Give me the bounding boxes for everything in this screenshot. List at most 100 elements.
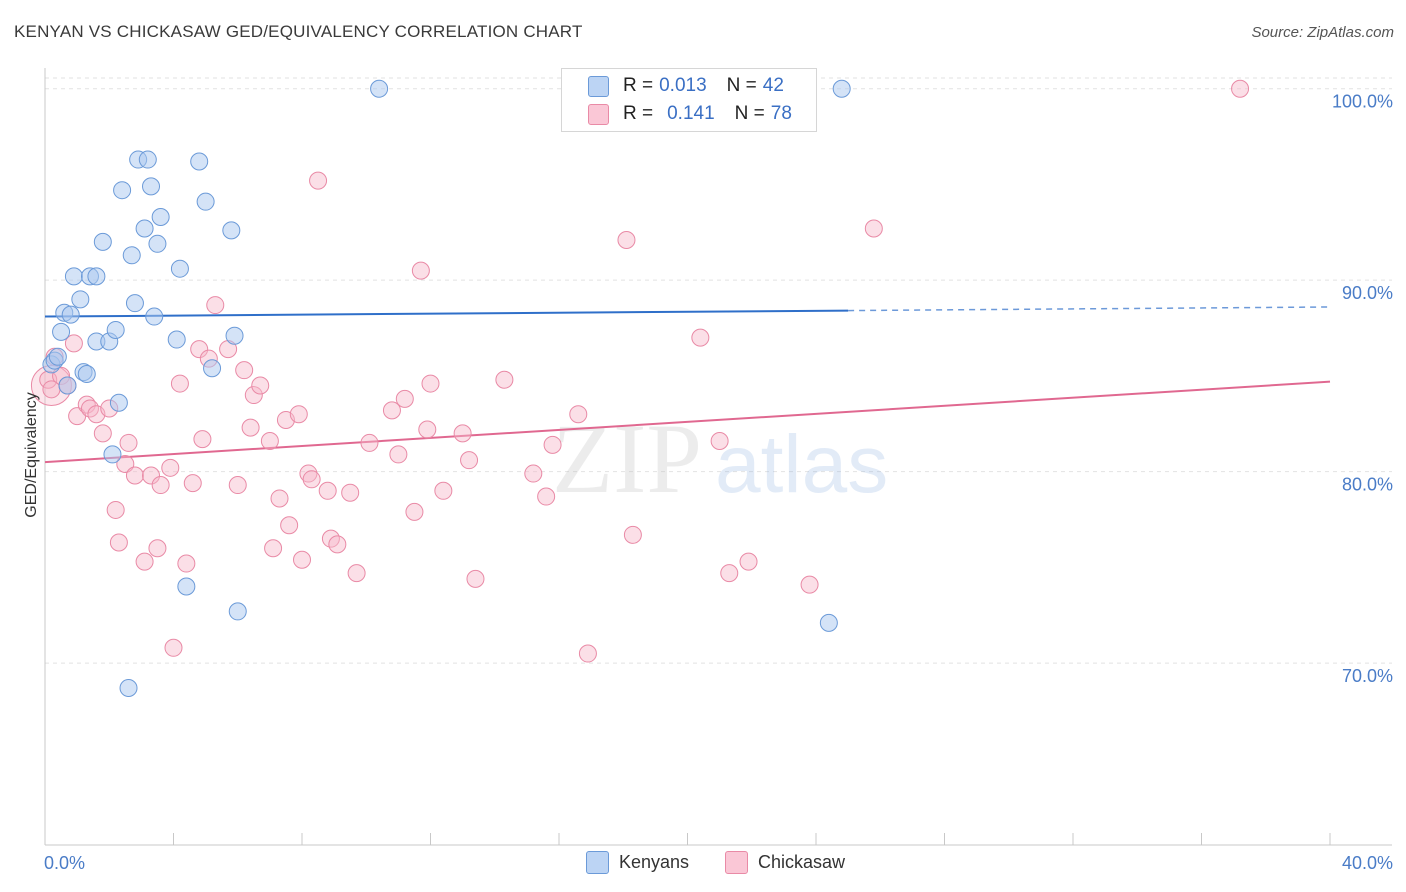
chickasaw-point [177,554,196,573]
watermark-zip: ZIP [552,403,702,514]
chickasaw-point [453,424,472,443]
chickasaw-point [569,405,588,424]
chickasaw-point [135,552,154,571]
legend-row-kenyans: R = 0.013 N = 42 [562,73,784,99]
kenyans-point [113,181,132,200]
x-tick-label: 0.0% [44,853,85,873]
y-tick-label: 90.0% [1342,283,1393,303]
chickasaw-point [318,481,337,500]
chickasaw-point [466,569,485,588]
kenyans-point [48,347,67,366]
kenyans-point [151,208,170,226]
kenyans-point [87,267,106,286]
axes [44,68,1392,846]
kenyans-point [122,246,141,265]
kenyans-point [77,365,96,383]
y-tick-label: 80.0% [1342,475,1393,495]
chickasaw-point [460,451,479,470]
chickasaw-legend-label: Chickasaw [758,852,846,872]
chickasaw-point [64,334,83,353]
chickasaw-point [251,376,270,395]
kenyans-point [71,290,90,309]
chickasaw-point [302,470,321,489]
kenyans-trend-line-extension [848,306,1331,312]
data-points [30,79,1250,697]
chickasaw-point [691,328,710,347]
chickasaw-point [347,564,366,583]
kenyans-point [832,79,851,98]
chickasaw-point [578,644,597,663]
chickasaw-point [299,464,318,483]
chart-title: KENYAN VS CHICKASAW GED/EQUIVALENCY CORR… [14,22,583,41]
chickasaw-point [148,539,167,558]
chickasaw-point [328,535,347,554]
legend-n-label: N = [734,103,765,124]
bottom-legend-chickasaw: Chickasaw [725,851,845,874]
chickasaw-point [161,458,180,477]
trend-lines [44,306,1331,464]
chickasaw-point [260,432,279,451]
chickasaw-point [389,445,408,464]
chickasaw-point [309,171,328,190]
chickasaw-point [395,389,414,408]
kenyans-point [103,445,122,464]
chickasaw-point [190,340,209,359]
chickasaw-point [411,261,430,280]
legend-n-value: 78 [770,103,792,124]
chickasaw-point [109,533,128,552]
chickasaw-point [270,489,289,508]
y-tick-label: 100.0% [1332,92,1393,112]
chickasaw-point [1231,79,1250,98]
legend-n-label: N = [726,75,757,96]
chickasaw-point [524,464,543,483]
chickasaw-point [710,432,729,451]
bottom-legend-kenyans: Kenyans [586,851,689,874]
kenyans-swatch [588,75,609,97]
kenyans-point [148,234,167,253]
kenyans-point [135,219,154,238]
chickasaw-point [293,550,311,569]
kenyans-point [106,320,125,339]
kenyans-trend-line [44,309,849,318]
legend-r-value: 0.013 [659,75,707,96]
kenyans-point [370,79,389,98]
chickasaw-point [193,430,212,449]
chickasaw-point [183,474,202,493]
chickasaw-point [164,638,183,657]
chickasaw-point [421,374,440,393]
kenyans-point [61,305,80,324]
legend-n-value: 42 [762,75,784,96]
y-axis-title: GED/Equivalency [23,392,40,517]
kenyans-point [819,613,838,632]
chickasaw-point [264,539,283,558]
chickasaw-point [106,500,125,519]
chickasaw-point [418,420,437,439]
chickasaw-point [241,418,260,437]
chickasaw-point [125,466,144,485]
chickasaw-point [864,219,883,238]
chickasaw-point [434,481,453,500]
chickasaw-point [170,374,189,393]
kenyans-point [222,221,241,240]
chickasaw-point [720,564,739,583]
chickasaw-point [341,483,360,502]
bottom-legend: Kenyans Chickasaw [0,851,1406,877]
x-tick-label: 40.0% [1342,853,1393,873]
kenyans-legend-swatch [586,851,609,874]
tick-labels: 70.0% 80.0% 90.0% 100.0% 0.0% 40.0% [44,92,1393,873]
chickasaw-point [739,552,758,571]
chickasaw-point [280,516,299,535]
kenyans-point [109,393,128,412]
kenyans-point [93,232,112,251]
kenyans-point [138,150,157,169]
kenyans-point [225,326,244,345]
chickasaw-point [116,454,135,473]
chickasaw-point [289,405,308,424]
chickasaw-point [42,380,61,399]
chickasaw-point [206,296,225,315]
kenyans-point [119,679,138,697]
watermark-atlas: atlas [715,419,888,510]
kenyans-point [190,152,209,171]
chickasaw-point [119,433,138,452]
